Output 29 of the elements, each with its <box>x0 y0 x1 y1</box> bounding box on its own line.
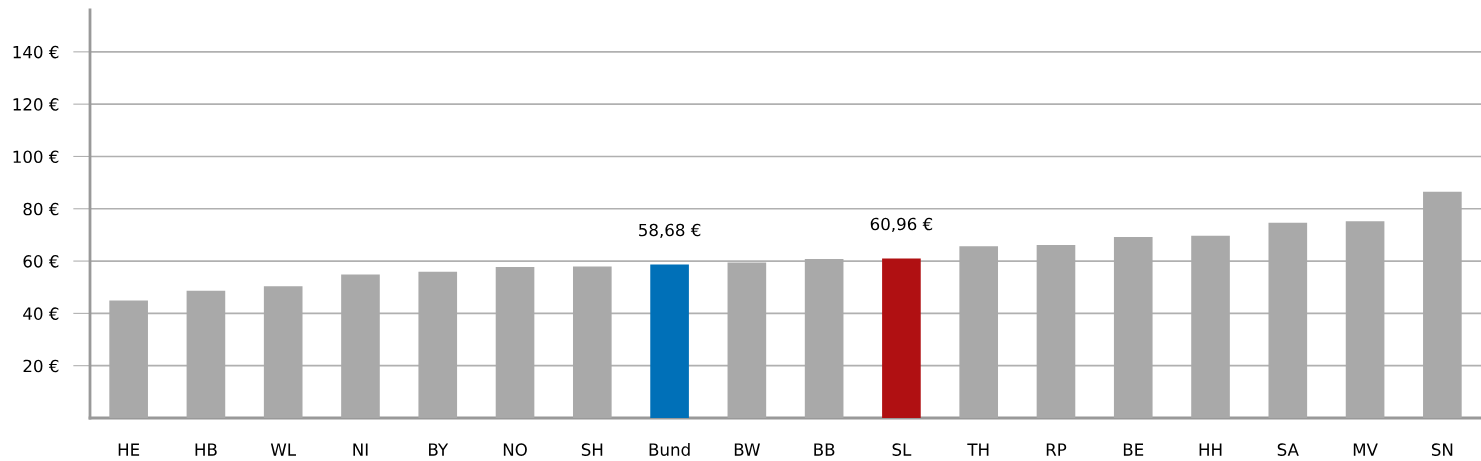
x-tick-label: HB <box>195 443 217 456</box>
x-tick-label: RP <box>1046 443 1067 456</box>
x-tick-label: HH <box>1199 443 1222 456</box>
x-tick-label: NI <box>353 443 368 456</box>
y-tick-label: 60 € <box>23 255 59 268</box>
data-label: 58,68 € <box>639 223 701 238</box>
x-tick-label: Bund <box>649 443 690 456</box>
x-tick-label: BW <box>734 443 760 456</box>
bar <box>882 258 921 418</box>
x-tick-label: BY <box>429 443 449 456</box>
x-tick-label: SL <box>892 443 912 456</box>
x-tick-label: BB <box>814 443 835 456</box>
x-tick-label: HE <box>118 443 140 456</box>
x-tick-label: NO <box>503 443 527 456</box>
x-tick-label: MV <box>1353 443 1378 456</box>
y-tick-label: 40 € <box>23 307 59 320</box>
y-tick-label: 20 € <box>23 359 59 373</box>
data-label: 60,96 € <box>870 217 933 233</box>
y-tick-label: 120 € <box>13 98 59 111</box>
x-tick-label: TH <box>967 443 989 456</box>
x-tick-label: BE <box>1123 443 1144 456</box>
y-tick-label: 100 € <box>13 150 59 164</box>
bar <box>650 264 689 418</box>
x-tick-label: SA <box>1277 443 1299 456</box>
x-tick-label: SN <box>1431 443 1453 456</box>
y-tick-label: 140 € <box>13 45 59 59</box>
x-tick-label: WL <box>270 443 296 456</box>
x-tick-label: SH <box>581 443 603 456</box>
y-tick-label: 80 € <box>23 202 59 216</box>
